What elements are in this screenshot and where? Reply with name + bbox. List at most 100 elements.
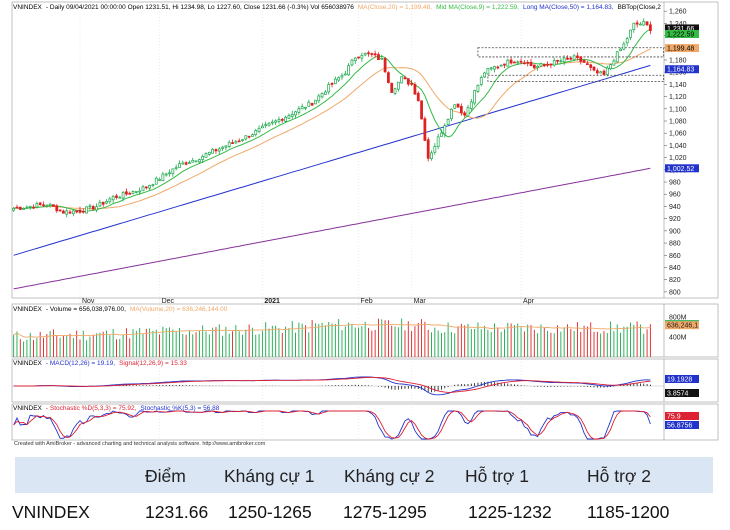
candle: [499, 64, 503, 67]
y-tick-label: 1,260: [669, 9, 687, 16]
candle: [562, 57, 566, 63]
price-marker-label: 1,222.59: [667, 31, 694, 38]
col-diem: Điểm: [145, 466, 186, 486]
y-tick-label: 1,040: [669, 143, 687, 150]
candle: [224, 145, 228, 148]
candle: [138, 190, 142, 193]
candle: [466, 107, 470, 117]
candle: [300, 106, 304, 110]
candle: [115, 195, 118, 198]
candle: [532, 64, 536, 69]
candle: [280, 118, 284, 121]
candle: [267, 122, 271, 126]
volume-symbol: VNINDEX: [13, 306, 42, 313]
candle: [649, 24, 652, 31]
macd-line: [13, 376, 651, 396]
candle: [231, 142, 234, 144]
value-diem: 1231.66: [145, 502, 209, 522]
candle: [188, 162, 191, 164]
candle: [559, 60, 563, 63]
candle: [615, 51, 619, 63]
candle: [270, 121, 274, 124]
candle: [174, 167, 178, 169]
candle: [612, 60, 616, 66]
y-tick-label: 1,240: [669, 21, 687, 28]
candle: [197, 159, 201, 163]
y-tick-label: 1,080: [669, 119, 687, 126]
stoch-pane-frame: [11, 403, 719, 441]
candle: [214, 149, 218, 152]
candle: [619, 48, 622, 51]
candle: [88, 205, 92, 208]
candle: [184, 162, 188, 165]
candle: [131, 191, 135, 194]
price-marker-bg: [665, 65, 699, 74]
candle: [400, 76, 404, 84]
candle: [423, 118, 427, 141]
y-tick-label: 1,120: [669, 94, 687, 101]
row-name: VNINDEX: [12, 502, 90, 522]
candle: [307, 101, 311, 107]
main-symbol: VNINDEX: [13, 4, 42, 11]
volume-tick-label: 800M: [669, 315, 687, 322]
candle: [629, 29, 632, 38]
levels-table-header-bg: [15, 457, 713, 493]
macd-marker-bg: [665, 375, 699, 383]
support-zone-2: [487, 74, 665, 82]
candle: [91, 206, 95, 210]
candle: [68, 211, 72, 214]
price-marker-label: 1,231.66: [667, 26, 694, 33]
y-tick-label: 800: [669, 289, 681, 296]
candle: [572, 55, 576, 61]
candle: [373, 53, 377, 56]
candle: [436, 136, 440, 148]
stoch-symbol: VNINDEX: [13, 405, 42, 412]
value-ho-tro-1: 1225-1232: [468, 502, 552, 522]
candle: [161, 173, 165, 181]
candle: [297, 108, 301, 113]
ma50-readout: Long MA(Close,50) = 1,164.83,: [522, 4, 614, 11]
candle: [118, 196, 122, 199]
candle: [327, 84, 331, 93]
candle: [304, 106, 307, 109]
candle: [556, 59, 559, 62]
candle: [589, 64, 593, 68]
candle: [503, 63, 506, 66]
candle: [42, 204, 45, 207]
candle: [536, 65, 540, 69]
candle: [55, 205, 59, 212]
candle: [221, 146, 224, 149]
y-tick-label: 920: [669, 216, 681, 223]
candle: [274, 120, 278, 123]
candle: [78, 209, 82, 213]
x-month-label: Feb: [361, 298, 373, 305]
value-khang-cu-2: 1275-1295: [343, 502, 427, 522]
candle: [595, 70, 599, 74]
candle: [168, 172, 171, 175]
volume-readout: - Volume = 656,038,976.00,: [45, 306, 126, 313]
candle: [552, 60, 556, 66]
candle: [18, 206, 22, 210]
candle: [529, 61, 533, 66]
candle: [605, 67, 609, 75]
ma9-readout: Mid MA(Close,9) = 1,222.59,: [436, 4, 519, 11]
volume-marker-label: 636,246,1: [667, 323, 698, 330]
candle: [522, 62, 526, 65]
candle: [317, 95, 321, 102]
candle: [406, 78, 410, 85]
volume-ma-readout: MA(Volume,20) = 636,246,144.00: [129, 306, 228, 313]
candle: [251, 134, 254, 137]
candle: [191, 159, 195, 163]
candle: [586, 63, 589, 66]
candle: [639, 23, 642, 26]
col-ho-tro-2: Hỗ trợ 2: [587, 466, 651, 486]
candle: [85, 206, 88, 214]
candle: [71, 210, 75, 214]
stoch-marker-label: 56.8756: [667, 423, 692, 430]
price-marker-bg: [665, 29, 699, 38]
candle: [566, 57, 569, 60]
candle: [294, 111, 297, 116]
macd-pane-frame: [11, 358, 719, 403]
candle: [453, 104, 457, 109]
candle: [582, 59, 586, 63]
